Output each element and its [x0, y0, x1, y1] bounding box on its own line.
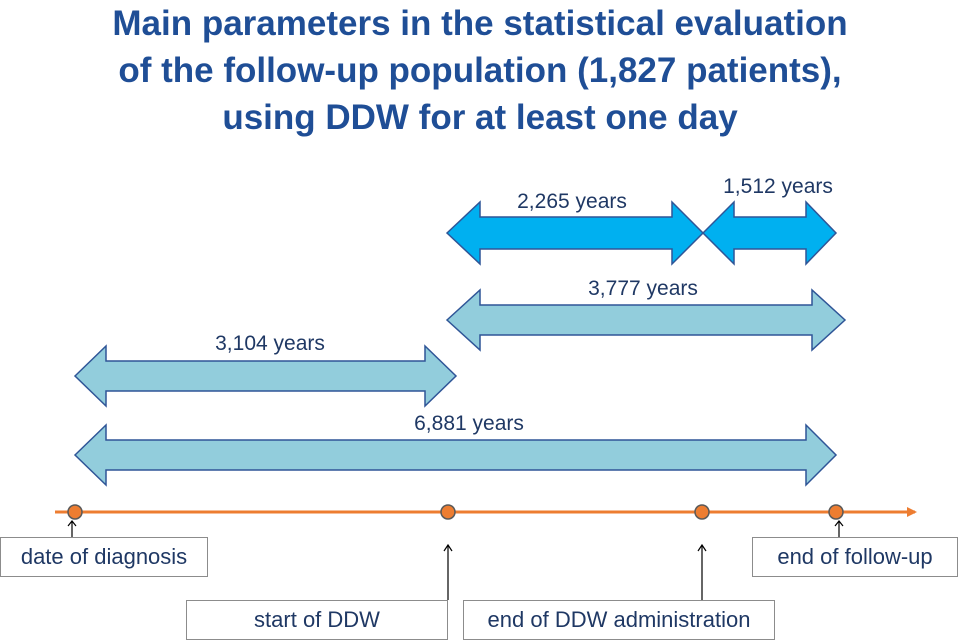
title-line-2: of the follow-up population (1,827 patie… — [118, 51, 842, 90]
pre-ddw-arrow — [73, 344, 458, 408]
end-of-follow-up-box: end of follow-up — [752, 537, 958, 577]
ddw-total-arrow — [445, 288, 847, 352]
start-ddw-point — [440, 504, 456, 520]
slide-title: Main parameters in the statistical evalu… — [0, 0, 960, 141]
post-ddw-label: 1,512 years — [723, 175, 833, 198]
pre-ddw-label: 3,104 years — [215, 332, 325, 355]
ddw-total-label: 3,777 years — [588, 277, 698, 300]
date-of-diagnosis-box: date of diagnosis — [0, 537, 208, 577]
post-ddw-arrow — [701, 200, 838, 266]
diagnosis-point — [67, 504, 83, 520]
end-ddw-point — [694, 504, 710, 520]
total-label: 6,881 years — [414, 412, 524, 435]
title-line-1: Main parameters in the statistical evalu… — [112, 4, 848, 43]
ddw-administration-label: 2,265 years — [517, 190, 627, 213]
start-of-ddw-box: start of DDW — [186, 600, 448, 640]
end-follow-up-point — [828, 504, 844, 520]
end-of-ddw-administration-box: end of DDW administration — [463, 600, 775, 640]
total-arrow — [73, 423, 838, 487]
title-line-3: using DDW for at least one day — [222, 98, 738, 137]
